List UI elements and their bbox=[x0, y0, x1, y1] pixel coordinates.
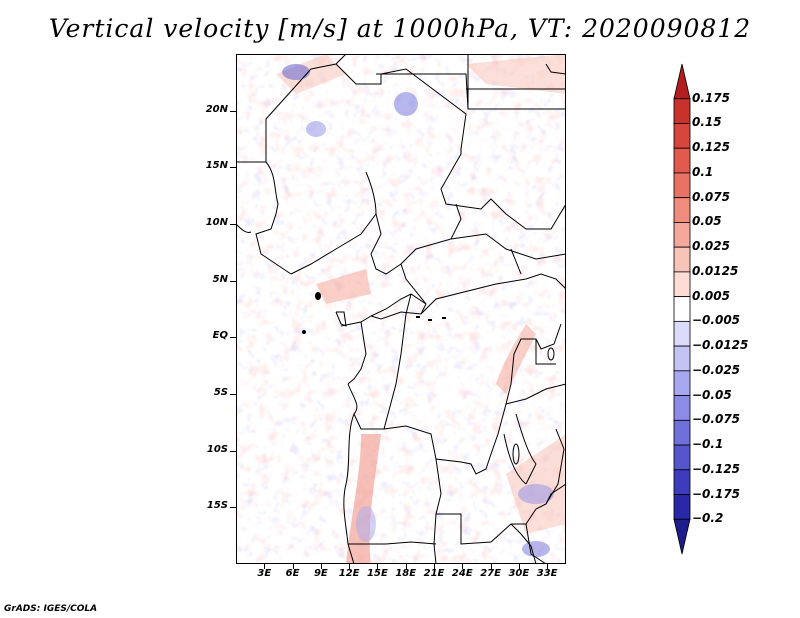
lon-tick-label: 21E bbox=[423, 568, 445, 579]
lat-tick-label: 10S bbox=[206, 443, 228, 455]
colorbar-level-label: −0.05 bbox=[692, 387, 732, 402]
lon-tick-mark bbox=[349, 564, 351, 569]
colorbar-level-label: 0.005 bbox=[692, 288, 730, 303]
colorbar-swatch bbox=[673, 147, 691, 174]
lon-tick-mark bbox=[434, 564, 435, 569]
colorbar-level-label: −0.075 bbox=[692, 412, 741, 427]
country-borders bbox=[236, 54, 566, 564]
lat-tick-label: 10N bbox=[205, 217, 228, 228]
colorbar-level-label: −0.1 bbox=[692, 437, 724, 452]
colorbar-level-label: −0.0125 bbox=[692, 338, 749, 353]
colorbar-swatch bbox=[673, 494, 691, 520]
lat-tick-label: 20N bbox=[205, 103, 228, 115]
colorbar-level-label: −0.175 bbox=[692, 486, 741, 501]
lon-tick-label: 24E bbox=[451, 568, 473, 579]
colorbar-swatch bbox=[673, 222, 691, 248]
lon-tick-mark bbox=[547, 564, 549, 569]
colorbar-swatch bbox=[673, 370, 691, 396]
colorbar-swatch bbox=[673, 518, 691, 555]
colorbar-swatch bbox=[673, 98, 691, 124]
colorbar-level-label: 0.175 bbox=[692, 90, 730, 105]
colorbar-level-label: 0.05 bbox=[692, 214, 722, 229]
colorbar-level-label: 0.075 bbox=[692, 189, 730, 204]
lat-tick-label: 5N bbox=[212, 273, 228, 285]
map-frame bbox=[236, 54, 566, 564]
vertical-velocity-map bbox=[236, 54, 566, 564]
lon-tick-mark bbox=[518, 564, 520, 569]
lon-tick-label: 33E bbox=[536, 568, 558, 579]
lon-tick-label: 15E bbox=[367, 568, 388, 579]
lon-tick-mark bbox=[320, 564, 322, 569]
colorbar-swatch bbox=[673, 469, 691, 495]
lat-tick-label: 15N bbox=[205, 160, 228, 172]
lon-tick-label: 27E bbox=[480, 568, 501, 579]
colorbar-level-label: 0.1 bbox=[692, 164, 714, 179]
lon-tick-label: 9E bbox=[313, 568, 328, 579]
colorbar-level-label: −0.025 bbox=[692, 362, 741, 377]
lakes-and-islands bbox=[302, 292, 555, 465]
colorbar-level-label: −0.125 bbox=[692, 461, 741, 476]
colorbar bbox=[673, 63, 691, 555]
colorbar-swatch bbox=[673, 296, 691, 322]
colorbar-swatch bbox=[673, 246, 691, 273]
lat-tick-mark bbox=[230, 394, 236, 395]
lon-tick-label: 30E bbox=[508, 568, 530, 579]
colorbar-swatch bbox=[673, 197, 691, 223]
lat-tick-label: 5S bbox=[213, 387, 228, 398]
lon-tick-mark bbox=[405, 564, 407, 569]
colorbar-swatch bbox=[673, 123, 691, 149]
strong-downward-areas bbox=[282, 64, 554, 557]
lat-tick-label: 15S bbox=[206, 500, 228, 512]
lon-tick-mark bbox=[377, 564, 379, 569]
colorbar-swatch bbox=[673, 345, 691, 372]
lat-tick-mark bbox=[230, 507, 236, 509]
colorbar-level-label: 0.0125 bbox=[692, 263, 739, 278]
colorbar-swatch bbox=[673, 63, 691, 100]
colorbar-swatch bbox=[673, 395, 691, 421]
lat-tick-mark bbox=[230, 450, 236, 452]
lon-tick-mark bbox=[462, 564, 464, 569]
lon-tick-mark bbox=[292, 564, 294, 569]
lat-tick-mark bbox=[230, 167, 236, 169]
colorbar-swatch bbox=[673, 172, 691, 199]
lon-tick-label: 6E bbox=[285, 568, 300, 579]
lat-tick-label: EQ bbox=[212, 330, 228, 342]
colorbar-swatch bbox=[673, 320, 691, 347]
lon-tick-label: 18E bbox=[395, 568, 417, 579]
lat-tick-mark bbox=[230, 337, 236, 339]
lon-tick-mark bbox=[490, 564, 492, 569]
lon-tick-mark bbox=[264, 564, 266, 569]
grads-credit: GrADS: IGES/COLA bbox=[4, 604, 98, 614]
colorbar-level-label: 0.15 bbox=[692, 115, 722, 130]
map-title: Vertical velocity [m/s] at 1000hPa, VT: … bbox=[48, 14, 752, 43]
colorbar-swatch bbox=[673, 444, 691, 471]
colorbar-level-label: −0.2 bbox=[692, 511, 724, 526]
lat-tick-mark bbox=[230, 110, 236, 112]
colorbar-level-label: −0.005 bbox=[692, 313, 741, 328]
colorbar-swatch bbox=[673, 271, 691, 298]
lat-tick-mark bbox=[230, 280, 236, 282]
colorbar-swatch bbox=[673, 419, 691, 446]
colorbar-level-label: 0.025 bbox=[692, 239, 730, 254]
map-panel bbox=[236, 54, 566, 564]
lon-tick-label: 3E bbox=[257, 568, 272, 579]
colorbar-level-label: 0.125 bbox=[692, 140, 730, 155]
lat-tick-mark bbox=[230, 224, 236, 225]
lon-tick-label: 12E bbox=[338, 568, 360, 579]
